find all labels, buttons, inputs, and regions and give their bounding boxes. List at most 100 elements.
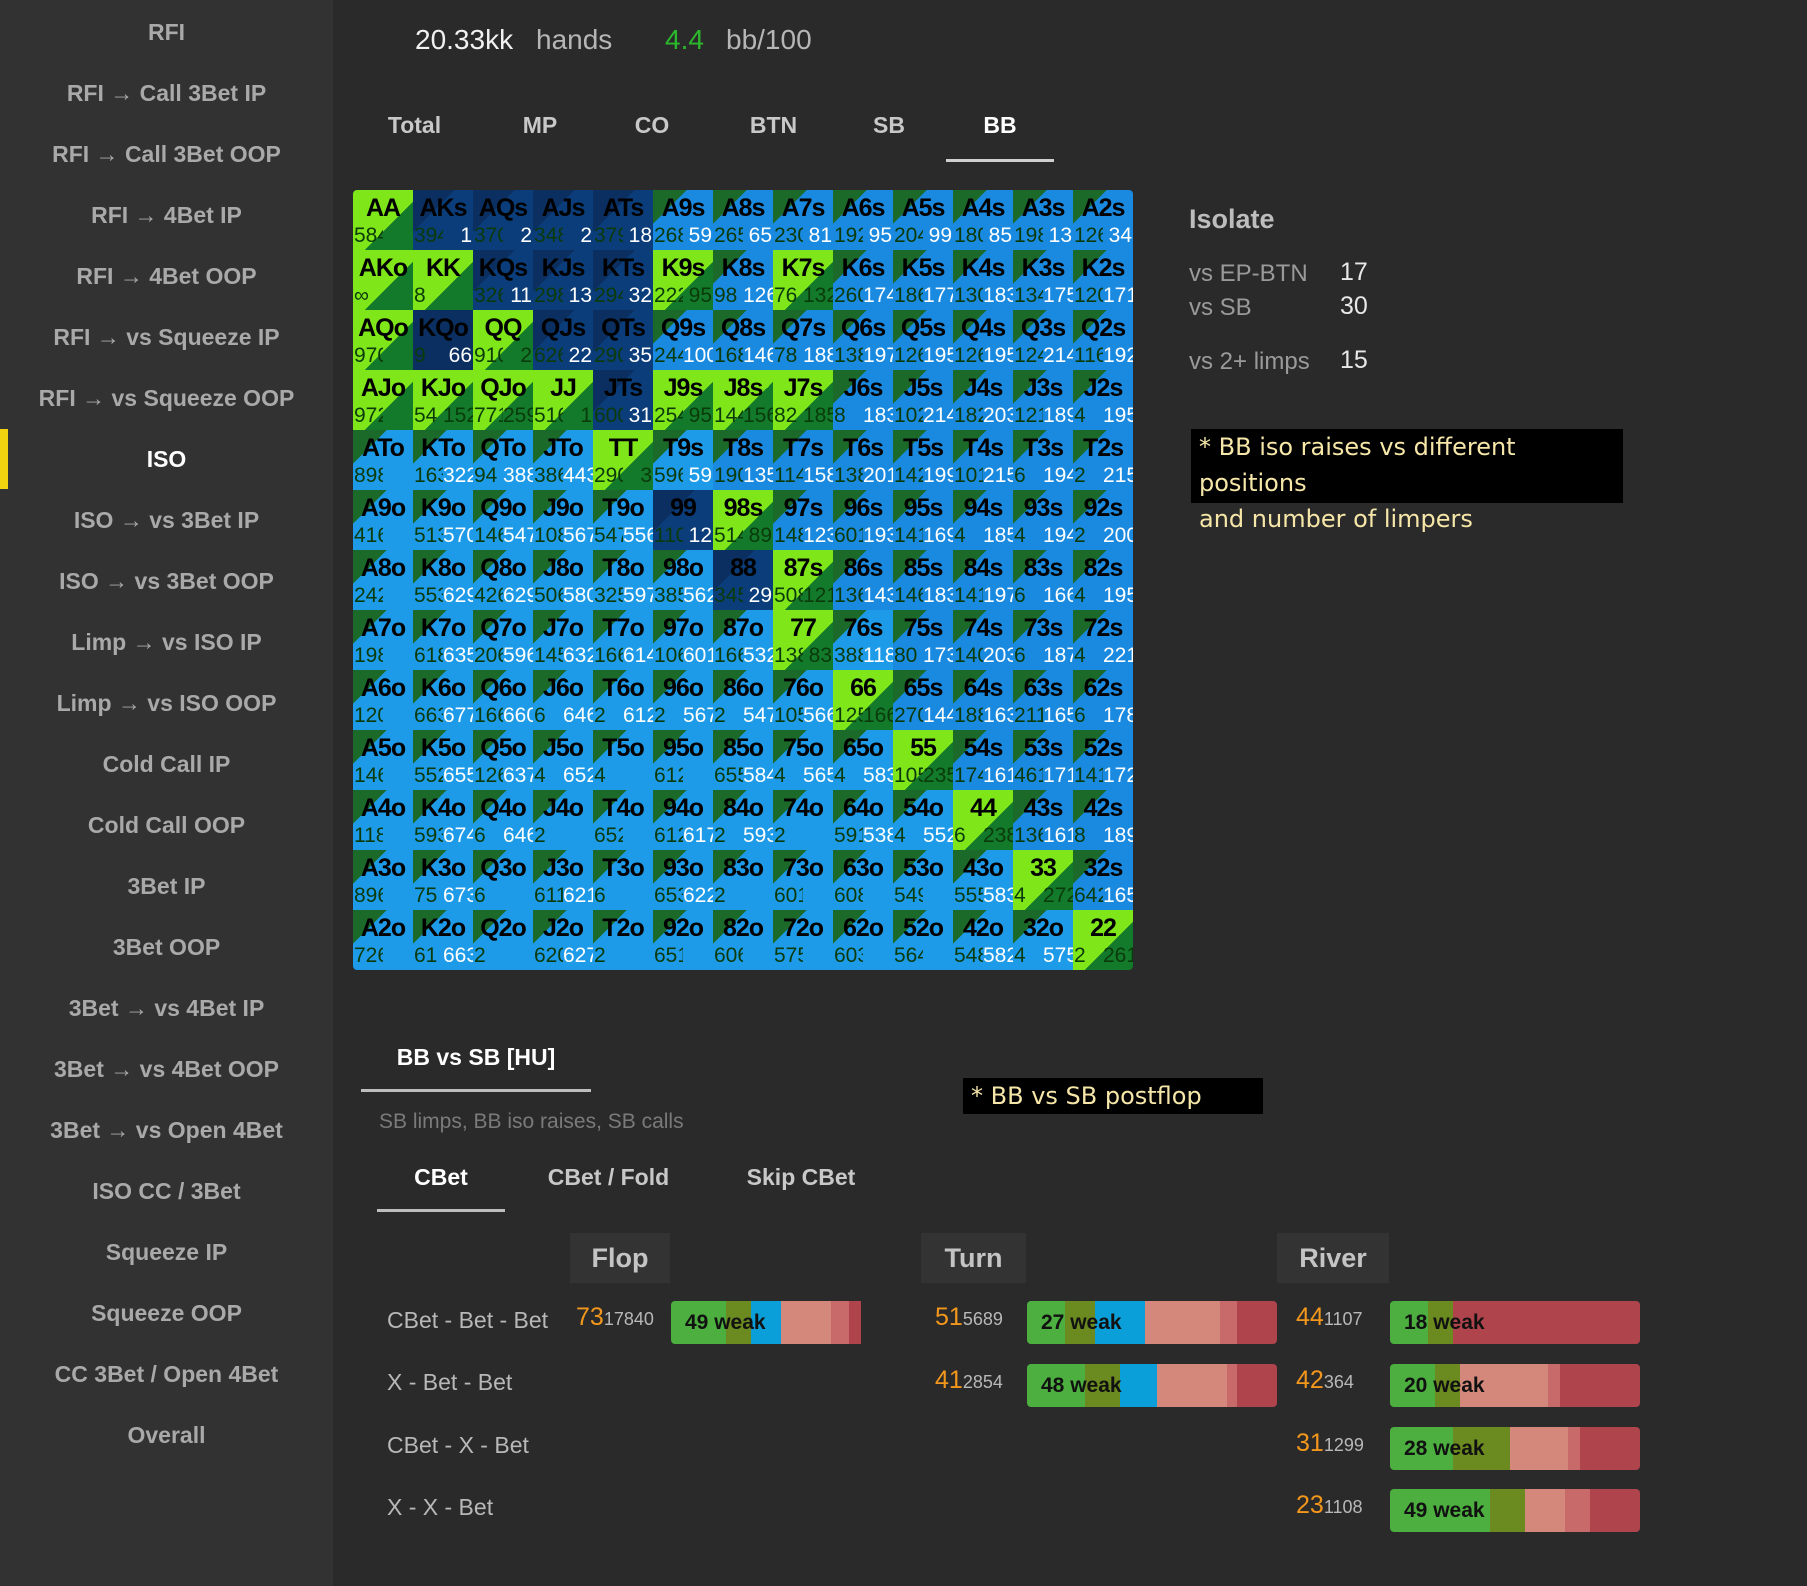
range-cell[interactable]: J3o 611 621 — [533, 850, 593, 910]
range-cell[interactable]: 76o105566 — [773, 670, 833, 730]
strength-bar[interactable]: 18 weak — [1390, 1301, 1640, 1344]
range-cell[interactable]: 84s141197 — [953, 550, 1013, 610]
range-cell[interactable]: Q5s126195 — [893, 310, 953, 370]
strength-bar[interactable]: 49 weak — [671, 1301, 921, 1344]
range-cell[interactable]: 97s148123 — [773, 490, 833, 550]
range-cell[interactable]: 92o651 — [653, 910, 713, 970]
range-cell[interactable]: Q8s168146 — [713, 310, 773, 370]
sidebar-item[interactable]: Limp → vs ISO IP — [71, 628, 262, 655]
sidebar-item[interactable]: RFI → 4Bet OOP — [76, 262, 257, 289]
range-cell[interactable]: 99 110 12 — [653, 490, 713, 550]
range-cell[interactable]: 43o555583 — [953, 850, 1013, 910]
range-cell[interactable]: T8s190135 — [713, 430, 773, 490]
sidebar-item[interactable]: ISO → vs 3Bet IP — [73, 506, 260, 533]
sidebar-item[interactable]: Limp → vs ISO OOP — [56, 689, 277, 716]
sidebar-item[interactable]: RFI → Call 3Bet IP — [66, 79, 267, 106]
range-cell[interactable]: 85o655584 — [713, 730, 773, 790]
range-cell[interactable]: AKo ∞ — [353, 250, 413, 310]
range-cell[interactable]: K3s134175 — [1013, 250, 1073, 310]
range-cell[interactable]: K4o593674 — [413, 790, 473, 850]
range-cell[interactable]: T6s138201 — [833, 430, 893, 490]
range-cell[interactable]: K9s22295 — [653, 250, 713, 310]
range-cell[interactable]: J5s102214 — [893, 370, 953, 430]
tab-action[interactable]: CBet / Fold — [547, 1164, 670, 1190]
range-cell[interactable]: 7713883 — [773, 610, 833, 670]
tab-position[interactable]: BB — [946, 112, 1054, 162]
range-cell[interactable]: KQo 9 66 — [413, 310, 473, 370]
range-cell[interactable]: 65o 4 583 — [833, 730, 893, 790]
range-cell[interactable]: AJs348 2 — [533, 190, 593, 250]
range-cell[interactable]: A8s26565 — [713, 190, 773, 250]
range-cell[interactable]: Q4o 6 646 — [473, 790, 533, 850]
range-cell[interactable]: K5s186177 — [893, 250, 953, 310]
strength-bar[interactable]: 28 weak — [1390, 1427, 1640, 1470]
range-cell[interactable]: K9o513570 — [413, 490, 473, 550]
range-cell[interactable]: 54o 4 552 — [893, 790, 953, 850]
range-cell[interactable]: ATo898 — [353, 430, 413, 490]
range-cell[interactable]: AQo970 — [353, 310, 413, 370]
range-cell[interactable]: J5o 4 652 — [533, 730, 593, 790]
range-cell[interactable]: J4o 2 — [533, 790, 593, 850]
range-cell[interactable]: T9s59659 — [653, 430, 713, 490]
range-cell[interactable]: Q2o 2 — [473, 910, 533, 970]
range-cell[interactable]: 74o 2 — [773, 790, 833, 850]
range-cell[interactable]: AQs370 2 — [473, 190, 533, 250]
range-cell[interactable]: 86o 2 547 — [713, 670, 773, 730]
sidebar-item[interactable]: Cold Call OOP — [87, 811, 246, 838]
range-cell[interactable]: Q3o 6 — [473, 850, 533, 910]
tab-position[interactable]: MP — [522, 112, 558, 138]
sidebar-item[interactable]: 3Bet → vs 4Bet IP — [68, 994, 265, 1021]
range-cell[interactable]: A8o242 — [353, 550, 413, 610]
tab-position[interactable]: BTN — [749, 112, 798, 138]
range-cell[interactable]: A7s23081 — [773, 190, 833, 250]
range-cell[interactable]: A6o120 — [353, 670, 413, 730]
range-cell[interactable]: 62o603 — [833, 910, 893, 970]
range-cell[interactable]: K7o618635 — [413, 610, 473, 670]
tab-position[interactable]: CO — [634, 112, 670, 138]
strength-bar[interactable]: 27 weak — [1027, 1301, 1277, 1344]
range-cell[interactable]: A4s18085 — [953, 190, 1013, 250]
range-cell[interactable]: 54s174161 — [953, 730, 1013, 790]
range-cell[interactable]: A9s26859 — [653, 190, 713, 250]
range-cell[interactable]: A7o198 — [353, 610, 413, 670]
range-cell[interactable]: 87s508121 — [773, 550, 833, 610]
range-cell[interactable]: K3o 75 673 — [413, 850, 473, 910]
range-cell[interactable]: 93s 4 194 — [1013, 490, 1073, 550]
range-cell[interactable]: Q6o166660 — [473, 670, 533, 730]
range-cell[interactable]: Q6s138197 — [833, 310, 893, 370]
range-cell[interactable]: AJo972 — [353, 370, 413, 430]
range-cell[interactable]: 95s141169 — [893, 490, 953, 550]
range-cell[interactable]: 33 4 272 — [1013, 850, 1073, 910]
range-cell[interactable]: K2o 61 663 — [413, 910, 473, 970]
range-cell[interactable]: 72s 4 221 — [1073, 610, 1133, 670]
range-cell[interactable]: J2s 4 195 — [1073, 370, 1133, 430]
tab-action[interactable]: Skip CBet — [746, 1164, 856, 1190]
sidebar-item[interactable]: ISO → vs 3Bet OOP — [59, 567, 274, 594]
range-cell[interactable]: K2s120171 — [1073, 250, 1133, 310]
sidebar-item[interactable]: CC 3Bet / Open 4Bet — [54, 1360, 279, 1387]
sidebar-item[interactable]: 3Bet OOP — [112, 933, 221, 960]
range-cell[interactable]: K6o663677 — [413, 670, 473, 730]
range-cell[interactable]: QJs62622 — [533, 310, 593, 370]
range-cell[interactable]: 62s 6 178 — [1073, 670, 1133, 730]
range-cell[interactable]: J6s 8 183 — [833, 370, 893, 430]
range-cell[interactable]: J2o620627 — [533, 910, 593, 970]
sidebar-item[interactable]: 3Bet → vs Open 4Bet — [50, 1116, 283, 1143]
range-cell[interactable]: Q9o146547 — [473, 490, 533, 550]
range-cell[interactable]: 94s 4 185 — [953, 490, 1013, 550]
range-cell[interactable]: T5s142199 — [893, 430, 953, 490]
range-cell[interactable]: 66125166 — [833, 670, 893, 730]
range-cell[interactable]: 73o601 — [773, 850, 833, 910]
sidebar-item[interactable]: ISO CC / 3Bet — [92, 1177, 241, 1204]
range-cell[interactable]: A5o146 — [353, 730, 413, 790]
range-cell[interactable]: Q8o426629 — [473, 550, 533, 610]
range-cell[interactable]: J7o145632 — [533, 610, 593, 670]
range-cell[interactable]: ATs37918 — [593, 190, 653, 250]
range-cell[interactable]: 96s601193 — [833, 490, 893, 550]
range-cell[interactable]: KQs326 11 — [473, 250, 533, 310]
range-cell[interactable]: 82o606 — [713, 910, 773, 970]
range-cell[interactable]: Q7o206596 — [473, 610, 533, 670]
strength-bar[interactable]: 48 weak — [1027, 1364, 1277, 1407]
range-cell[interactable]: T4o652 — [593, 790, 653, 850]
